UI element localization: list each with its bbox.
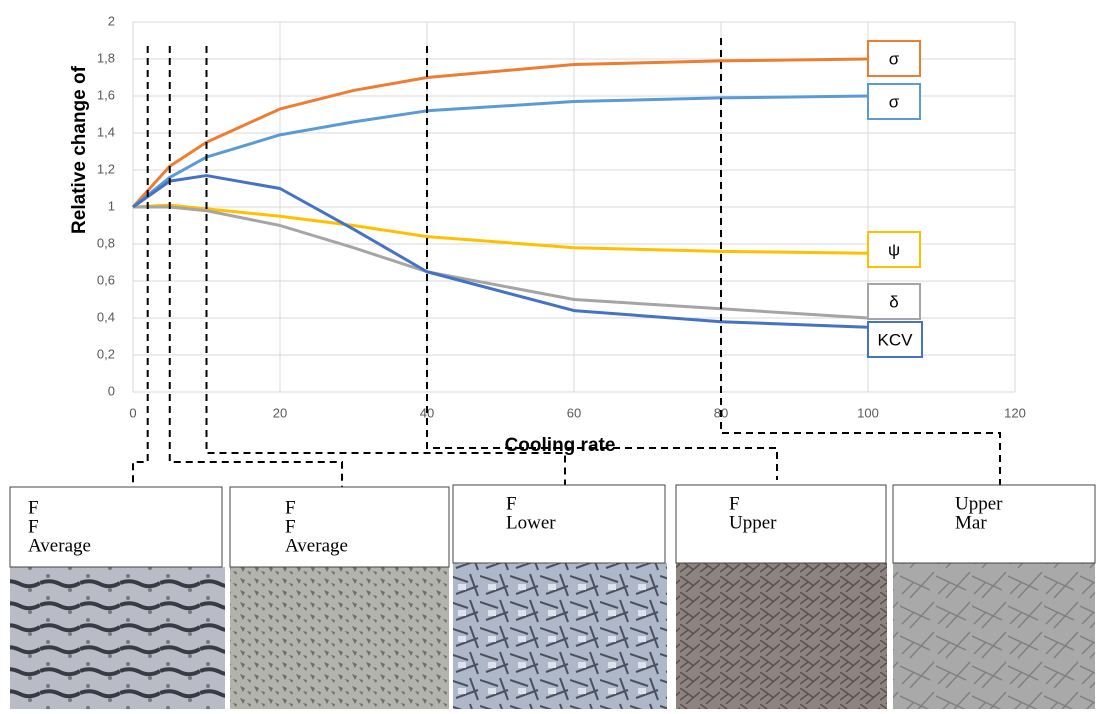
x-tick-label: 120 — [1004, 405, 1026, 420]
y-tick-label: 0,8 — [97, 235, 115, 250]
panel-label: F — [285, 497, 296, 518]
micrograph — [893, 563, 1095, 709]
y-tick-label: 2 — [108, 13, 115, 28]
x-tick-label: 0 — [129, 405, 136, 420]
micrograph — [10, 567, 225, 709]
legend-label: δ — [889, 292, 898, 311]
y-tick-label: 0,6 — [97, 272, 115, 287]
y-tick-label: 1,4 — [97, 124, 115, 139]
y-tick-label: 1 — [108, 198, 115, 213]
legend-label: ψ — [888, 240, 900, 259]
x-tick-label: 20 — [273, 405, 287, 420]
panel-label: Average — [285, 535, 348, 556]
legend-label: σ — [889, 92, 900, 111]
panel-label-box — [453, 485, 665, 563]
y-axis-label: Relative change of — [69, 65, 90, 234]
y-tick-label: 1,8 — [97, 50, 115, 65]
figure: 00,20,40,60,811,21,41,61,820204060801001… — [0, 0, 1099, 709]
micrograph — [230, 567, 449, 709]
micrograph — [453, 563, 667, 709]
panel-label: Upper — [955, 493, 1003, 514]
y-tick-label: 0,2 — [97, 346, 115, 361]
y-tick-label: 0 — [108, 383, 115, 398]
y-tick-label: 1,6 — [97, 87, 115, 102]
panel-label: F — [285, 516, 296, 537]
micrograph — [676, 563, 887, 709]
panel-label-box — [676, 485, 886, 563]
panel-label: F — [28, 497, 39, 518]
panel-label: F — [729, 493, 740, 514]
panel-label: F — [28, 516, 39, 537]
x-tick-label: 60 — [567, 405, 581, 420]
panel-label: Mar — [955, 512, 987, 533]
panel-label: Lower — [506, 512, 556, 533]
legend-label: σ — [889, 49, 900, 68]
x-tick-label: 100 — [857, 405, 879, 420]
panel-label: Upper — [729, 512, 777, 533]
panel-label: F — [506, 493, 517, 514]
legend-label: KCV — [878, 330, 914, 349]
y-tick-label: 0,4 — [97, 309, 115, 324]
panel-label: Average — [28, 535, 91, 556]
y-tick-label: 1,2 — [97, 161, 115, 176]
